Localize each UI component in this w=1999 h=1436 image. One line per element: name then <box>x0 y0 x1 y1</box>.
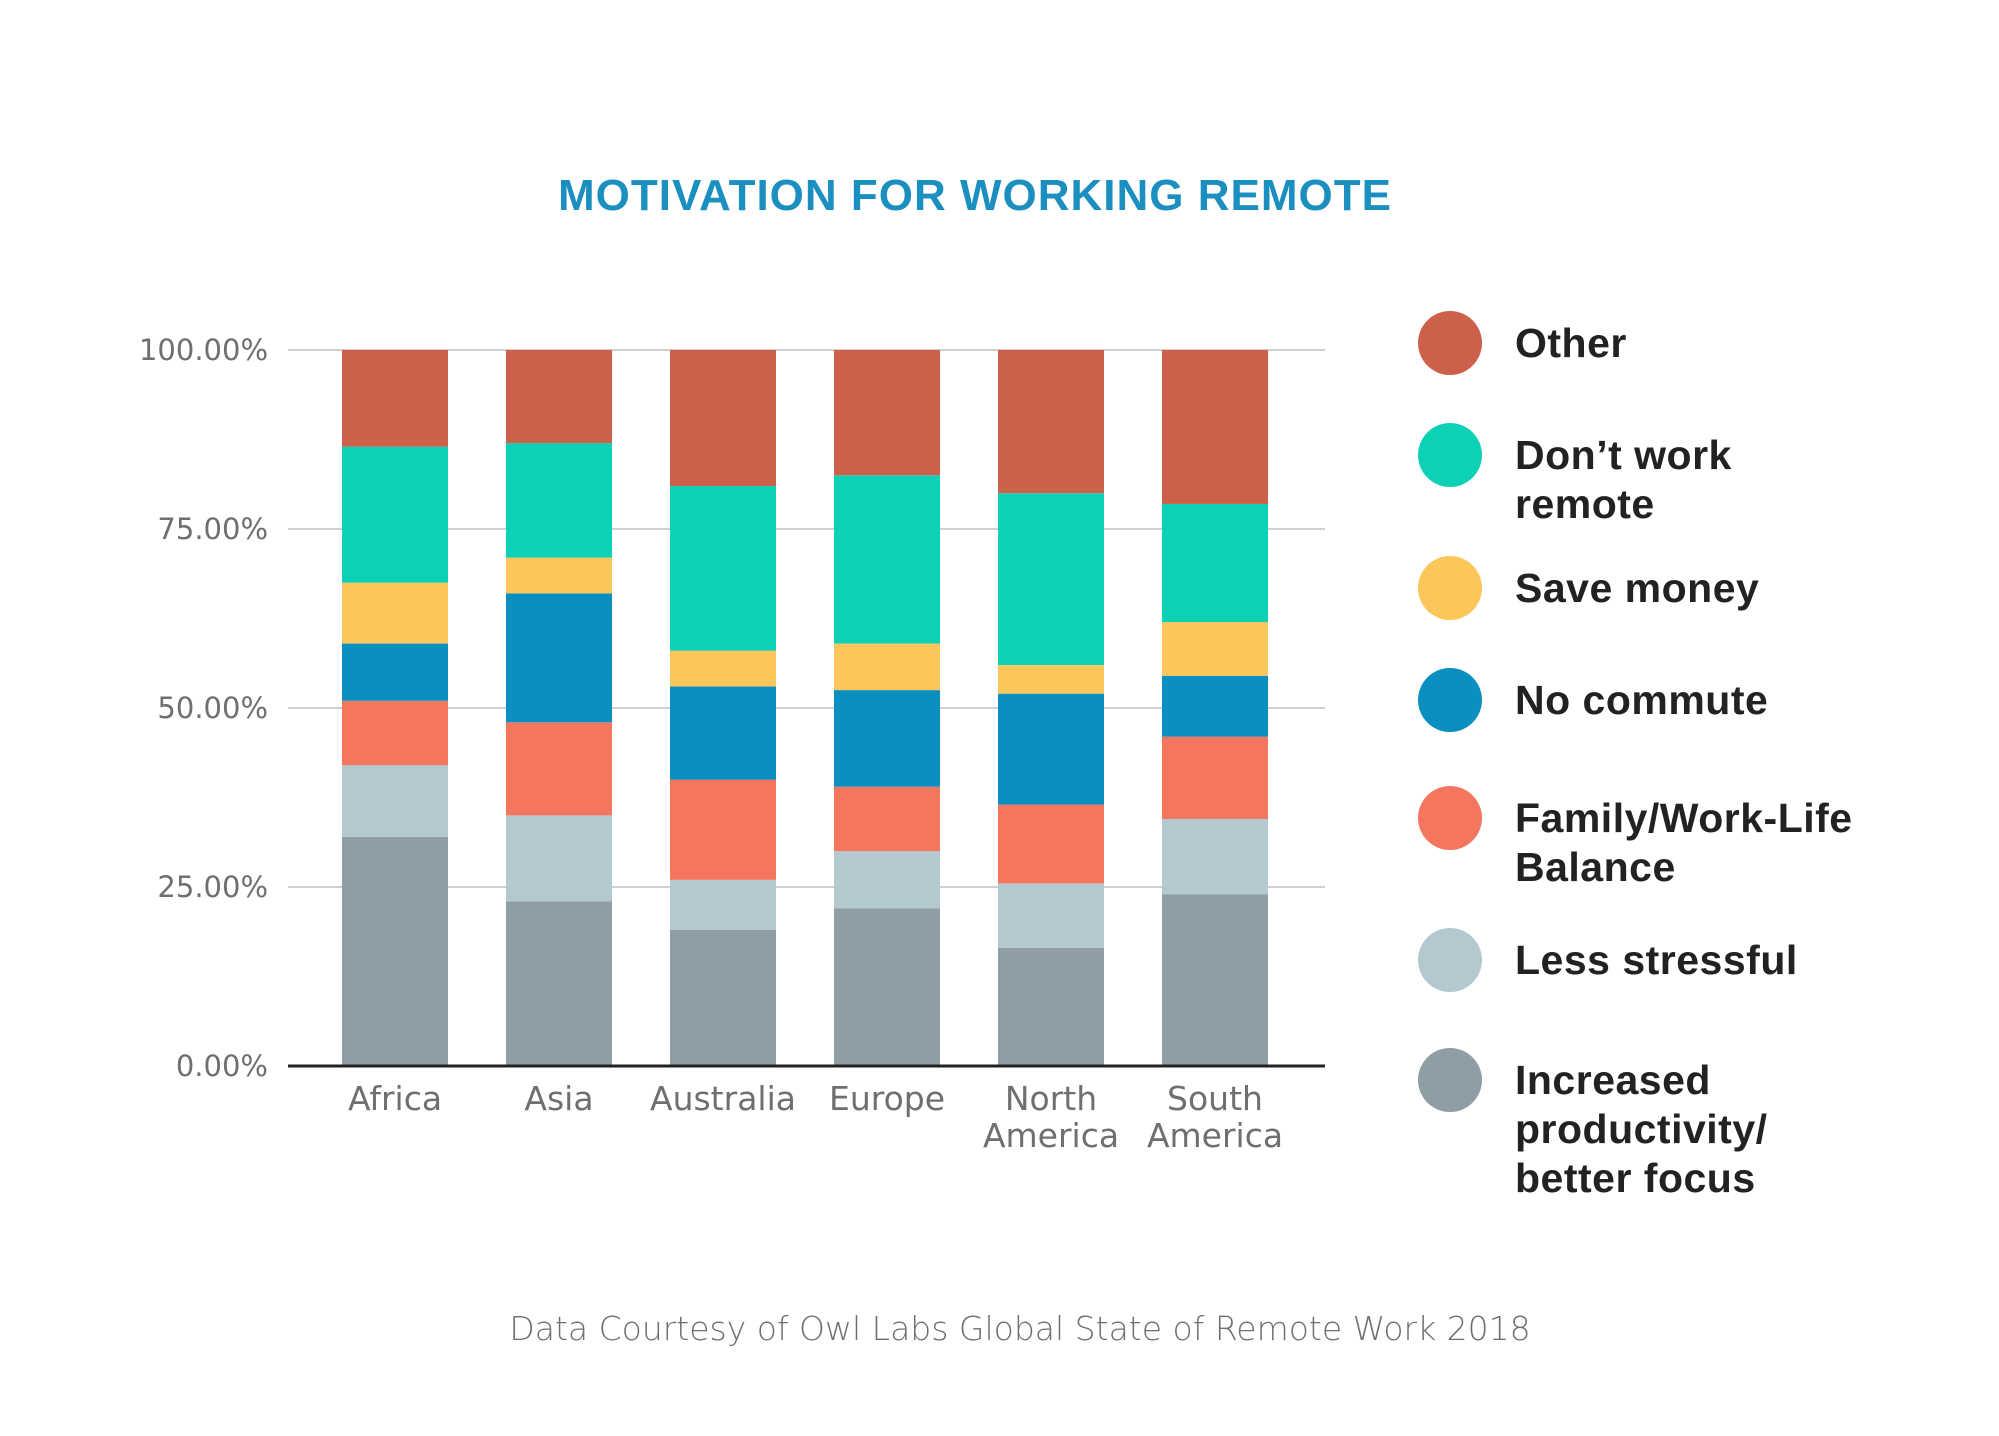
bar-segment <box>342 765 448 837</box>
x-category-label: Africa <box>348 1079 442 1118</box>
legend-item: Other <box>1418 311 1627 375</box>
bar-segment <box>834 786 940 852</box>
legend-label: No commute <box>1515 677 1768 723</box>
bar-segment <box>670 686 776 780</box>
legend-item: No commute <box>1418 668 1768 732</box>
bar-segment <box>342 446 448 583</box>
y-tick-label: 75.00% <box>157 512 268 546</box>
legend-item: Less stressful <box>1418 928 1798 992</box>
bar-segment <box>506 593 612 723</box>
legend-swatch <box>1418 1048 1482 1112</box>
legend-label: Other <box>1515 320 1627 366</box>
bar-segment <box>506 722 612 816</box>
bar-segment <box>342 643 448 701</box>
bar-segment <box>998 350 1104 494</box>
y-tick-label: 25.00% <box>157 870 268 904</box>
bar-segment <box>1162 675 1268 737</box>
bar-segment <box>342 582 448 644</box>
bar-segment <box>1162 350 1268 504</box>
legend-swatch <box>1418 311 1482 375</box>
bar-stack <box>506 350 612 1066</box>
legend-item: Don’t work remote <box>1418 423 1732 527</box>
bar-segment <box>670 650 776 687</box>
legend-swatch <box>1418 668 1482 732</box>
bar-segment <box>670 779 776 880</box>
bar-stack <box>998 350 1104 1066</box>
chart-title: MOTIVATION FOR WORKING REMOTE <box>558 171 1392 220</box>
bar-segment <box>834 643 940 691</box>
y-tick-label: 50.00% <box>157 691 268 725</box>
bar-segment <box>834 475 940 644</box>
bar-segment <box>998 693 1104 805</box>
legend-swatch <box>1418 786 1482 850</box>
bar-segment <box>1162 818 1268 895</box>
x-category-label: Europe <box>829 1079 945 1118</box>
legend-label: Save money <box>1515 565 1759 611</box>
legend: Other Don’t work remote Save money No commut… <box>1418 311 1853 1201</box>
bar-segment <box>506 901 612 1066</box>
x-category-label: Asia <box>524 1079 593 1118</box>
legend-item: Increased productivity/better focus <box>1418 1048 1768 1201</box>
bar-segment <box>670 350 776 487</box>
bar-segment <box>834 350 940 476</box>
bar-stack <box>1162 350 1268 1066</box>
bar-segment <box>342 836 448 1066</box>
bar-segment <box>1162 503 1268 623</box>
bar-segment <box>834 690 940 787</box>
bar-segment <box>506 350 612 444</box>
x-category-label: South America <box>1147 1079 1283 1155</box>
bar-segment <box>506 557 612 594</box>
legend-swatch <box>1418 556 1482 620</box>
legend-item: Save money <box>1418 556 1759 620</box>
legend-label: Less stressful <box>1515 937 1798 983</box>
bar-segment <box>834 908 940 1066</box>
y-tick-label: 0.00% <box>176 1049 268 1083</box>
legend-item: Family/Work-Life Balance <box>1418 786 1853 890</box>
bar-segment <box>342 700 448 766</box>
bar-segment <box>998 665 1104 694</box>
bar-segment <box>998 947 1104 1066</box>
bar-segment <box>998 804 1104 884</box>
x-category-label: Australia <box>650 1079 796 1118</box>
bar-segment <box>998 883 1104 948</box>
legend-swatch <box>1418 423 1482 487</box>
bar-stack <box>670 350 776 1066</box>
bar-segment <box>1162 736 1268 819</box>
bars <box>342 350 1268 1066</box>
gridlines <box>288 349 1325 888</box>
x-category-label: North America <box>983 1079 1119 1155</box>
legend-swatch <box>1418 928 1482 992</box>
legend-label: Increased productivity/better focus <box>1515 1057 1768 1201</box>
bar-segment <box>670 929 776 1066</box>
bar-segment <box>998 493 1104 666</box>
x-axis-category-labels: Africa Asia Australia Europe North America Sou… <box>348 1079 1283 1155</box>
bar-segment <box>670 879 776 930</box>
bar-stack <box>834 350 940 1066</box>
legend-label: Family/Work-Life Balance <box>1515 795 1853 890</box>
y-axis-tick-labels: 0.00% 25.00% 50.00% 75.00% 100.00% <box>139 333 268 1083</box>
bar-segment <box>670 486 776 651</box>
bar-segment <box>506 443 612 558</box>
bar-segment <box>342 350 448 447</box>
bar-segment <box>506 815 612 902</box>
bar-stack <box>342 350 448 1066</box>
legend-label: Don’t work remote <box>1515 432 1732 527</box>
source-credit: Data Courtesy of Owl Labs Global State o… <box>509 1309 1530 1348</box>
y-tick-label: 100.00% <box>139 333 268 367</box>
bar-segment <box>1162 894 1268 1066</box>
bar-segment <box>1162 622 1268 676</box>
bar-segment <box>834 851 940 909</box>
